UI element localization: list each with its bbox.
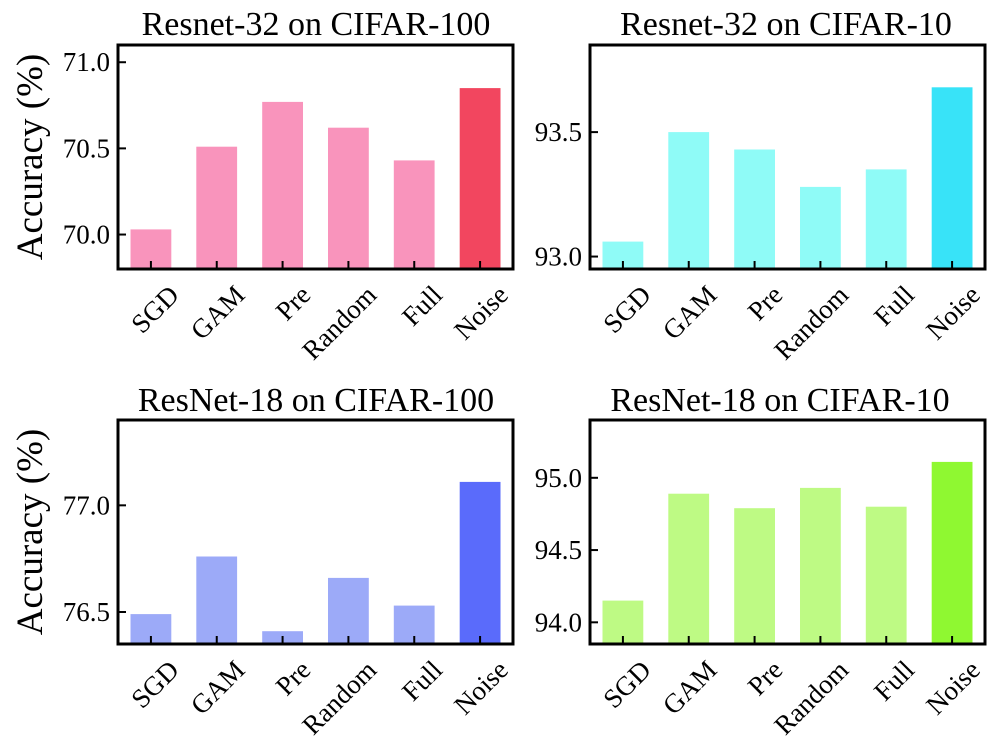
y-axis-label: Accuracy (%)	[10, 54, 51, 260]
x-tick-label: Random	[296, 280, 382, 366]
x-tick-label: Pre	[270, 655, 317, 702]
x-tick-label: Full	[396, 655, 448, 707]
chart-title: ResNet-18 on CIFAR-10	[610, 382, 949, 419]
y-tick-label: 95.0	[535, 463, 582, 493]
bar-random	[800, 487, 841, 644]
chart-panel-2: Resnet-32 on CIFAR-10 93.0 93.5 SGD GAM PreRa…	[535, 6, 987, 366]
bar-noise	[459, 88, 501, 269]
bar-random	[328, 577, 369, 644]
chart-title: ResNet-18 on CIFAR-100	[138, 382, 494, 419]
bar-full	[865, 506, 907, 644]
x-tick-label: Pre	[270, 280, 317, 327]
y-tick-label: 76.5	[63, 597, 110, 627]
y-tick-label: 94.5	[535, 535, 582, 565]
bar-random	[328, 127, 369, 269]
x-tick-label: Full	[868, 280, 920, 332]
y-tick-label: 71.0	[63, 47, 110, 77]
y-tick-label: 94.0	[535, 607, 582, 637]
x-tick-label: Noise	[448, 280, 514, 346]
x-tick-label: Pre	[742, 280, 789, 327]
chart-panel-3: ResNet-18 on CIFAR-100 Accuracy (%) 76.5 77…	[10, 382, 515, 741]
y-tick-label: 70.5	[63, 133, 110, 163]
y-tick-label: 70.0	[63, 220, 110, 250]
y-axis-label: Accuracy (%)	[10, 429, 51, 635]
x-tick-label: Noise	[448, 655, 514, 721]
bar-noise	[931, 461, 973, 644]
x-tick-label: SGD	[125, 280, 184, 339]
bar-noise	[931, 87, 973, 269]
x-tick-label: Full	[868, 655, 920, 707]
chart-title: Resnet-32 on CIFAR-10	[620, 6, 952, 43]
plot-frame	[588, 43, 987, 271]
x-tick-label: GAM	[185, 280, 251, 346]
x-tick-label: GAM	[657, 655, 723, 721]
bar-random	[800, 186, 841, 269]
x-tick-label: Pre	[742, 655, 789, 702]
y-tick-label: 93.5	[535, 117, 582, 147]
plot-frame	[116, 43, 515, 271]
x-tick-label: SGD	[597, 655, 656, 714]
bar-pre	[262, 101, 303, 270]
x-tick-label: GAM	[185, 655, 251, 721]
bar-full	[865, 169, 907, 269]
bar-gam	[668, 132, 710, 269]
bar-noise	[459, 481, 501, 644]
y-tick-label: 93.0	[535, 242, 582, 272]
x-tick-label: Noise	[920, 655, 986, 721]
y-tick-label: 77.0	[63, 490, 110, 520]
x-tick-label: Random	[768, 280, 854, 366]
bar-full	[393, 160, 435, 269]
bar-gam	[196, 556, 238, 644]
plot-frame	[116, 418, 515, 646]
bar-gam	[668, 493, 710, 644]
x-tick-label: Noise	[920, 280, 986, 346]
chart-panel-4: ResNet-18 on CIFAR-10 94.0 94.5 95.0 SGD GAM P…	[535, 382, 987, 741]
bar-gam	[196, 146, 238, 269]
chart-title: Resnet-32 on CIFAR-100	[142, 6, 491, 43]
bar-pre	[734, 508, 775, 644]
x-tick-label: SGD	[125, 655, 184, 714]
x-tick-label: Full	[396, 280, 448, 332]
x-tick-label: SGD	[597, 280, 656, 339]
plot-frame	[588, 418, 987, 646]
bar-pre	[734, 149, 775, 269]
chart-panel-1: Resnet-32 on CIFAR-100 Accuracy (%) 70.0 70…	[10, 6, 515, 366]
x-tick-label: Random	[296, 655, 382, 741]
x-tick-label: Random	[768, 655, 854, 741]
x-tick-label: GAM	[657, 280, 723, 346]
